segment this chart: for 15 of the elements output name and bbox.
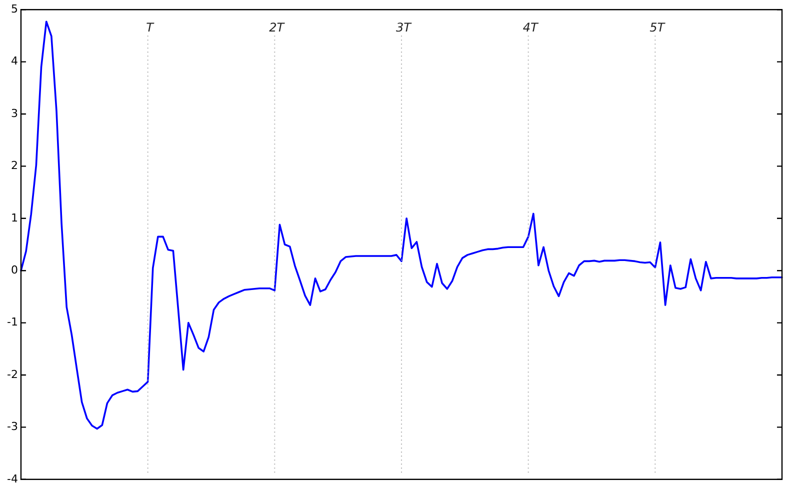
y-tick-label: -1 bbox=[7, 316, 18, 329]
y-tick-label: 5 bbox=[10, 2, 18, 16]
y-tick-label: 4 bbox=[10, 54, 18, 68]
annotation: 2T bbox=[269, 20, 286, 35]
annotation: 3T bbox=[396, 20, 413, 35]
y-tick-label: -2 bbox=[7, 368, 18, 381]
annotation: 5T bbox=[650, 20, 666, 35]
y-tick-label: 2 bbox=[10, 159, 18, 172]
y-tick-label: -4 bbox=[7, 472, 18, 486]
y-tick-label: -3 bbox=[7, 420, 18, 434]
annotation: T bbox=[146, 20, 156, 35]
y-tick-label: 1 bbox=[10, 211, 18, 224]
y-tick-label: 3 bbox=[10, 106, 18, 120]
annotation: 4T bbox=[522, 20, 540, 35]
y-tick-label: 0 bbox=[10, 263, 18, 276]
